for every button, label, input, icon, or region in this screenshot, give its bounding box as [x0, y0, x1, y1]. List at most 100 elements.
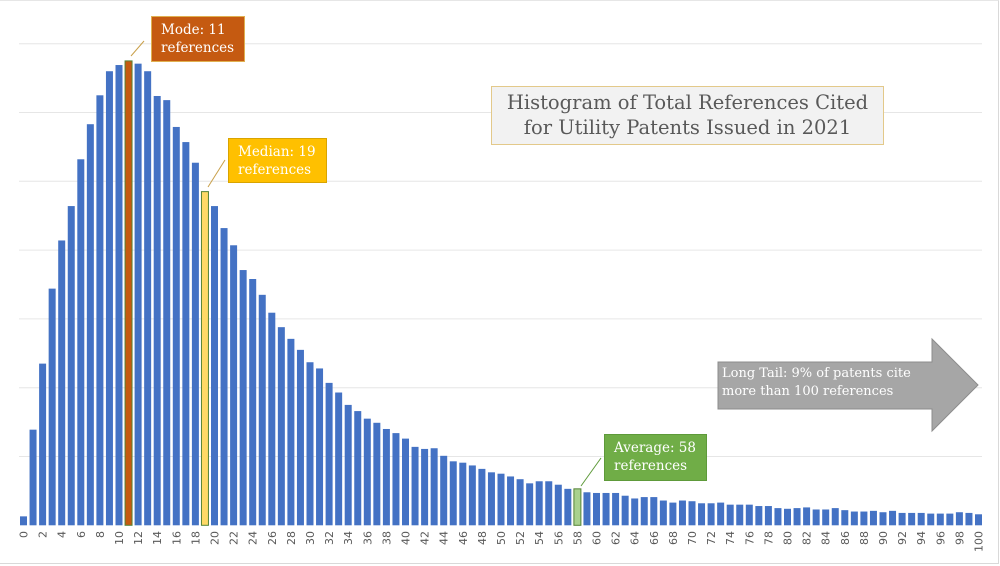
bar	[449, 461, 457, 526]
bar	[593, 492, 600, 526]
bar	[316, 368, 324, 526]
bar	[344, 404, 352, 526]
bar	[707, 503, 715, 526]
chart-title: Histogram of Total References Cited for …	[491, 86, 884, 145]
bar	[182, 142, 190, 526]
bar	[812, 509, 820, 526]
long-tail-label-line-2: more than 100 references	[722, 384, 894, 399]
bar	[153, 95, 161, 526]
bar	[975, 514, 982, 526]
x-tick-label: 12	[132, 531, 145, 545]
long-tail-label: Long Tail: 9% of patents cite more than …	[722, 365, 942, 401]
bar	[688, 501, 696, 526]
bar	[745, 504, 753, 526]
bar	[554, 484, 562, 526]
x-tick-label: 10	[113, 531, 126, 545]
bar-mode	[124, 60, 133, 526]
x-tick-label: 82	[801, 531, 814, 545]
x-tick-label: 56	[552, 531, 565, 545]
bar	[965, 512, 973, 526]
bar	[105, 71, 113, 526]
mode-leader-line	[130, 40, 145, 57]
x-tick-label: 30	[304, 531, 317, 545]
bar	[325, 382, 333, 526]
bar	[115, 65, 123, 526]
bar	[497, 473, 505, 526]
x-tick-label: 54	[533, 531, 546, 545]
bar	[640, 497, 648, 526]
bar	[354, 411, 362, 526]
bar	[946, 513, 954, 526]
x-tick-label: 26	[266, 531, 279, 545]
bar	[850, 511, 858, 526]
bar	[507, 476, 515, 526]
bar	[58, 240, 66, 526]
bar	[134, 63, 142, 526]
x-tick-label: 72	[705, 531, 718, 545]
bar	[402, 438, 409, 526]
bar	[258, 294, 266, 526]
bar	[421, 448, 429, 526]
x-tick-label: 38	[380, 531, 393, 545]
x-tick-label: 48	[476, 531, 489, 545]
bar	[717, 502, 725, 526]
bar	[831, 508, 839, 526]
x-tick-label: 40	[400, 531, 413, 545]
bar	[230, 245, 238, 526]
x-tick-label: 98	[953, 531, 966, 545]
x-tick-label: 0	[18, 531, 31, 538]
average-leader-line	[580, 457, 602, 487]
bar	[736, 504, 744, 526]
x-tick-label: 68	[667, 531, 680, 545]
bar	[86, 124, 94, 526]
bar	[382, 428, 390, 526]
leader-lines	[130, 40, 602, 487]
bar	[860, 511, 868, 526]
bar	[841, 510, 849, 526]
bar	[908, 512, 916, 526]
bar	[784, 508, 791, 526]
bar	[440, 455, 448, 526]
bar	[373, 422, 381, 526]
x-tick-label: 60	[591, 531, 604, 545]
x-tick-label: 92	[896, 531, 909, 545]
bar	[898, 512, 906, 526]
x-tick-label: 6	[75, 531, 88, 538]
x-tick-labels: 0 2 4 6 8 10 12 14 16 18 20 22 24 26 28 30 32 34 36 38 40 42 4…	[18, 531, 986, 552]
x-tick-label: 70	[686, 531, 699, 545]
x-tick-label: 88	[858, 531, 871, 545]
bar	[917, 512, 925, 526]
bar	[669, 502, 677, 526]
bar	[29, 429, 37, 526]
x-tick-label: 100	[973, 531, 986, 552]
bar	[172, 126, 180, 526]
x-tick-label: 46	[457, 531, 470, 545]
x-tick-label: 22	[228, 531, 241, 545]
x-tick-label: 42	[419, 531, 432, 545]
bar	[650, 497, 658, 526]
bar	[296, 349, 304, 526]
x-tick-label: 34	[342, 531, 355, 545]
bar	[803, 507, 811, 526]
bar	[659, 500, 667, 526]
x-tick-label: 8	[94, 531, 107, 538]
average-callout-line-2: references	[614, 458, 688, 474]
bar	[144, 71, 152, 526]
x-tick-label: 84	[820, 531, 833, 545]
x-tick-label: 86	[839, 531, 852, 545]
bar	[612, 492, 620, 526]
x-tick-label: 32	[323, 531, 336, 545]
x-tick-label: 78	[762, 531, 775, 545]
bar	[411, 446, 419, 526]
bar	[869, 510, 877, 526]
bar	[249, 279, 257, 526]
bar	[583, 492, 591, 526]
bar	[631, 498, 639, 526]
bar	[927, 513, 935, 526]
bar	[526, 483, 534, 526]
bar	[459, 462, 467, 526]
bar	[545, 481, 553, 526]
bar	[335, 392, 343, 526]
bar	[889, 510, 897, 526]
